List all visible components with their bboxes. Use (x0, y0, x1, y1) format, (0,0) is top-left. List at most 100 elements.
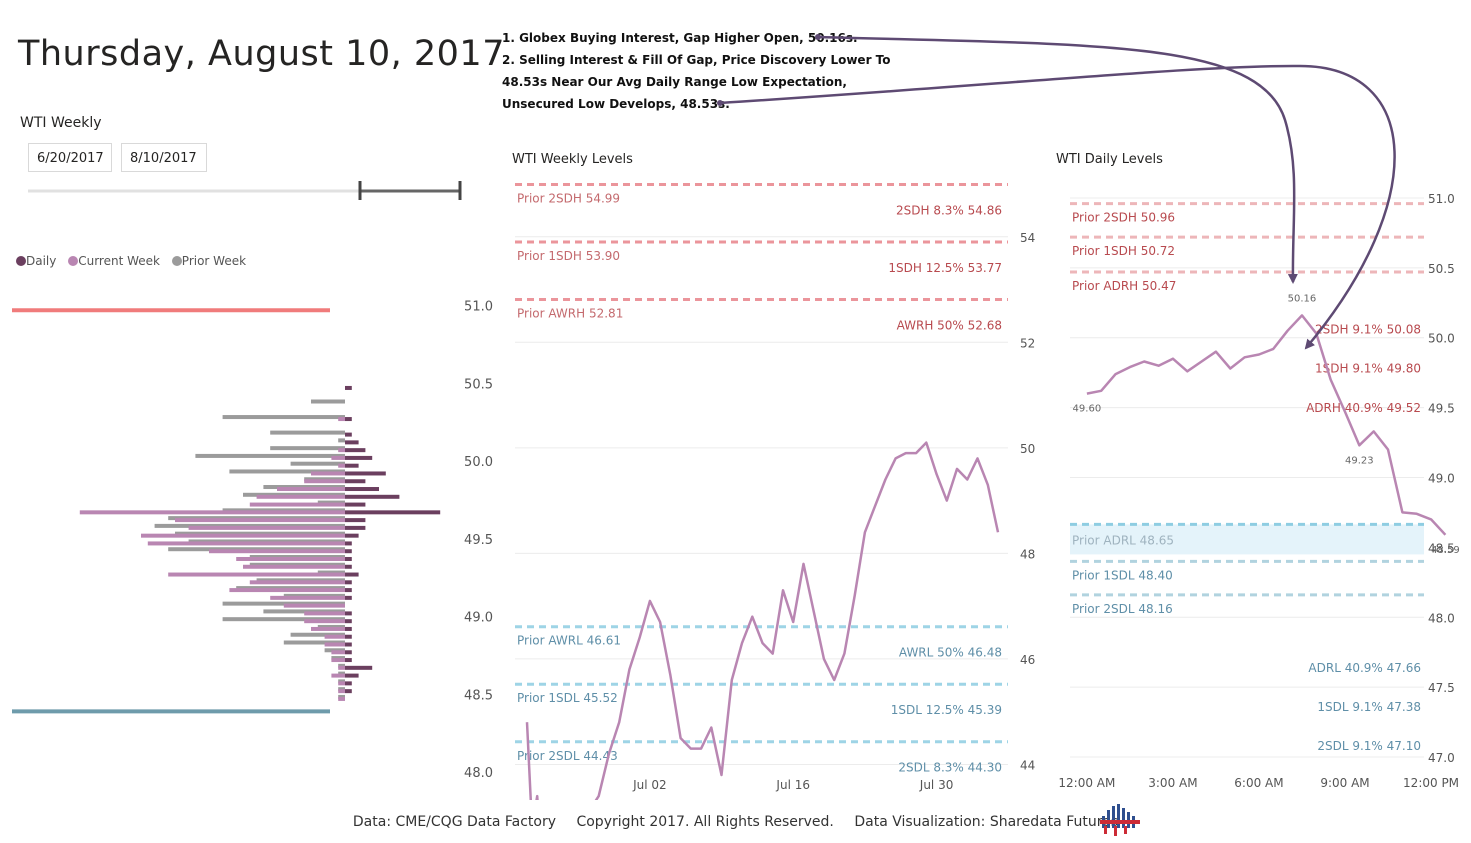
profile-bar-prior-week (338, 438, 345, 443)
daily-level-label-prior: Prior 2SDL 48.16 (1072, 602, 1173, 616)
weekly-x-tick: Jul 30 (919, 778, 954, 792)
legend-swatch-prior-week (171, 256, 182, 266)
profile-bar-prior-week (290, 632, 345, 637)
weekly-y-tick: 50 (1020, 442, 1035, 456)
end-date-input[interactable]: 8/10/2017 (121, 143, 207, 172)
profile-bar-prior-week (195, 453, 345, 458)
profile-bar-daily (345, 525, 366, 530)
weekly-level-label-prior: Prior 2SDL 44.43 (517, 749, 618, 763)
note-line-3: 48.53s Near Our Avg Daily Range Low Expe… (502, 75, 847, 89)
profile-bar-daily (345, 541, 352, 546)
profile-bar-current-week (304, 611, 345, 616)
daily-x-tick: 6:00 AM (1234, 776, 1283, 790)
daily-level-label-prior: Prior 1SDH 50.72 (1072, 244, 1175, 258)
legend-label-daily: Daily (26, 254, 57, 268)
weekly-y-tick: 44 (1020, 758, 1035, 772)
daily-y-tick: 51.0 (1428, 192, 1455, 206)
daily-data-label: 48.59 (1431, 545, 1460, 556)
daily-level-label: 2SDL 9.1% 47.10 (1317, 739, 1421, 753)
profile-bar-current-week (331, 650, 345, 655)
legend-item-current-week[interactable]: Current Week (68, 254, 160, 268)
profile-bar-daily (345, 417, 352, 422)
daily-y-tick: 50.0 (1428, 332, 1455, 346)
daily-chart-title: WTI Daily Levels (1056, 152, 1163, 167)
weekly-level-label-prior: Prior AWRL 46.61 (517, 634, 621, 648)
weekly-levels-chart: 44 46 48 50 52 54 Jul 02 Jul 16 Jul 30 Prior 2SDH… (515, 183, 1035, 800)
profile-bar-prior-week (338, 671, 345, 676)
weekly-level-label: AWRL 50% 46.48 (899, 646, 1002, 660)
profile-bar-current-week (147, 541, 345, 546)
note-line-4: Unsecured Low Develops, 48.53s. (502, 97, 730, 111)
legend-item-daily[interactable]: Daily (16, 254, 56, 268)
daily-levels-chart: 47.0 47.5 48.0 48.5 49.0 49.5 50.0 50.5 51.0 12:0… (1058, 192, 1460, 790)
profile-bar-current-week (331, 658, 345, 663)
profile-bar-current-week (277, 487, 345, 492)
weekly-chart-title: WTI Weekly Levels (512, 152, 633, 167)
profile-y-tick: 49.0 (464, 611, 493, 626)
profile-y-tick: 50.5 (464, 377, 493, 392)
daily-level-label-prior: Prior 1SDL 48.40 (1072, 568, 1173, 582)
profile-bar-daily (345, 658, 352, 663)
profile-bar-daily (345, 572, 359, 577)
weekly-y-tick: 48 (1020, 547, 1035, 561)
legend-item-prior-week[interactable]: Prior Week (171, 254, 247, 268)
start-date-input[interactable]: 6/20/2017 (28, 143, 112, 172)
profile-bar-current-week (331, 673, 345, 678)
daily-data-label: 50.16 (1288, 293, 1317, 304)
legend-swatch-current-week (68, 256, 79, 266)
profile-bar-daily (345, 595, 352, 600)
profile-bar-current-week (209, 549, 345, 554)
daily-x-tick: 12:00 PM (1403, 776, 1459, 790)
profile-bar-prior-week (249, 554, 345, 559)
profile-bar-current-week (236, 556, 345, 561)
weekly-level-label: 1SDH 12.5% 53.77 (888, 261, 1002, 275)
sharedata-logo-icon (1100, 804, 1140, 836)
profile-bar-daily (345, 385, 352, 390)
profile-bar-current-week (283, 603, 345, 608)
profile-bar-daily (345, 665, 373, 670)
daily-y-tick: 50.5 (1428, 262, 1455, 276)
profile-bar-current-week (243, 564, 345, 569)
daily-level-label: 1SDL 9.1% 47.38 (1317, 700, 1421, 714)
daily-level-label: ADRH 40.9% 49.52 (1306, 401, 1421, 415)
daily-x-tick: 9:00 AM (1320, 776, 1369, 790)
weekly-level-label: 2SDL 8.3% 44.30 (898, 761, 1002, 775)
profile-bar-current-week (249, 502, 345, 507)
profile-bar-daily (345, 556, 352, 561)
profile-bar-current-week (256, 494, 345, 499)
weekly-level-label-prior: Prior AWRH 52.81 (517, 307, 623, 321)
profile-bar-daily (345, 549, 352, 554)
profile-bar-daily (345, 626, 352, 631)
profile-bar-current-week (311, 626, 345, 631)
profile-bar-prior-week (222, 508, 345, 513)
profile-bar-daily (345, 689, 352, 694)
profile-bar-current-week (338, 665, 345, 670)
profile-bar-daily (345, 518, 366, 523)
profile-bar-daily (345, 487, 379, 492)
weekly-level-label-prior: Prior 1SDH 53.90 (517, 249, 620, 263)
legend-label-current-week: Current Week (78, 254, 160, 268)
date-range-slider[interactable] (0, 175, 470, 205)
daily-level-band (1070, 524, 1424, 555)
profile-bar-daily (345, 673, 359, 678)
page-title: Thursday, August 10, 2017 (18, 34, 505, 74)
profile-bar-prior-week (290, 461, 345, 466)
profile-bar-daily (345, 642, 352, 647)
legend-label-prior-week: Prior Week (181, 254, 247, 268)
profile-bar-current-week (141, 533, 345, 538)
profile-bar-daily (345, 681, 352, 686)
daily-y-tick: 48.0 (1428, 611, 1455, 625)
weekly-level-label-prior: Prior 2SDH 54.99 (517, 192, 620, 206)
weekly-level-label-prior: Prior 1SDL 45.52 (517, 691, 618, 705)
daily-data-label: 49.23 (1345, 455, 1374, 466)
legend-swatch-daily (16, 256, 26, 266)
daily-data-label: 49.60 (1073, 404, 1102, 415)
daily-level-label: 2SDH 9.1% 50.08 (1315, 323, 1421, 337)
weekly-x-tick: Jul 16 (775, 778, 810, 792)
profile-y-tick: 48.5 (464, 688, 493, 703)
profile-bar-current-week (331, 455, 345, 460)
footer-data-source: Data: CME/CQG Data Factory (352, 814, 557, 830)
profile-bar-current-week (249, 580, 345, 585)
daily-price-line (1086, 314, 1447, 536)
weekly-x-tick: Jul 02 (632, 778, 667, 792)
